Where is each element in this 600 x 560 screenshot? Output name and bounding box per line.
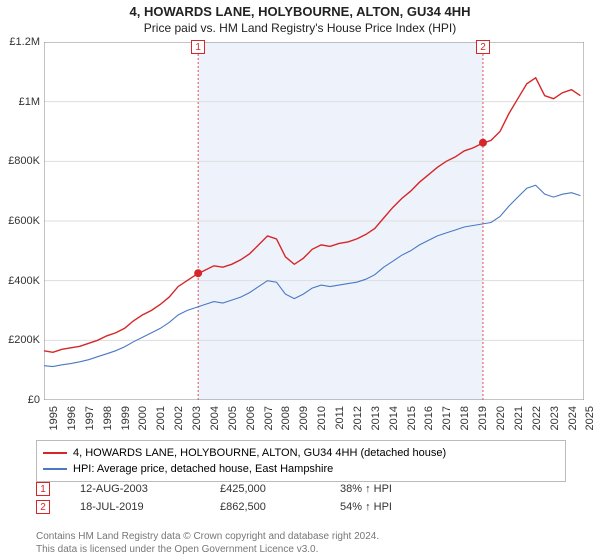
x-tick-label: 2023 xyxy=(549,406,561,430)
x-tick-label: 2001 xyxy=(155,406,167,430)
annotation-price: £862,500 xyxy=(220,501,310,513)
annotation-row: 2 18-JUL-2019 £862,500 54% ↑ HPI xyxy=(36,498,392,516)
x-tick-label: 2019 xyxy=(477,406,489,430)
x-tick-label: 2014 xyxy=(388,406,400,430)
x-tick-label: 1998 xyxy=(102,406,114,430)
x-tick-label: 2002 xyxy=(173,406,185,430)
x-tick-label: 2009 xyxy=(298,406,310,430)
chart-subtitle: Price paid vs. HM Land Registry's House … xyxy=(0,19,600,39)
x-tick-label: 2010 xyxy=(316,406,328,430)
legend-item: 4, HOWARDS LANE, HOLYBOURNE, ALTON, GU34… xyxy=(43,445,559,461)
y-tick-label: £800K xyxy=(0,155,40,167)
footer-text: Contains HM Land Registry data © Crown c… xyxy=(36,531,379,556)
legend-swatch xyxy=(43,468,67,470)
annotation-marker: 1 xyxy=(36,482,50,496)
chart-plot-area: 12 xyxy=(44,42,584,400)
x-tick-label: 2024 xyxy=(567,406,579,430)
legend-item: HPI: Average price, detached house, East… xyxy=(43,461,559,477)
y-tick-label: £400K xyxy=(0,275,40,287)
x-tick-label: 1996 xyxy=(66,406,78,430)
x-tick-label: 2017 xyxy=(441,406,453,430)
x-tick-label: 2016 xyxy=(423,406,435,430)
x-tick-label: 2015 xyxy=(406,406,418,430)
x-tick-label: 2006 xyxy=(245,406,257,430)
chart-marker-2: 2 xyxy=(476,40,490,54)
annotation-delta: 54% ↑ HPI xyxy=(340,501,392,513)
x-tick-label: 2007 xyxy=(263,406,275,430)
x-tick-label: 1999 xyxy=(120,406,132,430)
x-tick-label: 1995 xyxy=(48,406,60,430)
legend-swatch xyxy=(43,452,67,454)
chart-svg xyxy=(44,42,584,400)
annotation-date: 12-AUG-2003 xyxy=(80,483,190,495)
legend-box: 4, HOWARDS LANE, HOLYBOURNE, ALTON, GU34… xyxy=(36,440,566,482)
x-tick-label: 2021 xyxy=(513,406,525,430)
x-tick-label: 2012 xyxy=(352,406,364,430)
x-tick-label: 2000 xyxy=(137,406,149,430)
y-tick-label: £0 xyxy=(0,394,40,406)
footer-line-1: Contains HM Land Registry data © Crown c… xyxy=(36,531,379,544)
annotation-row: 1 12-AUG-2003 £425,000 38% ↑ HPI xyxy=(36,480,392,498)
y-tick-label: £600K xyxy=(0,215,40,227)
y-tick-label: £1M xyxy=(0,96,40,108)
x-tick-label: 2022 xyxy=(531,406,543,430)
x-tick-label: 2003 xyxy=(191,406,203,430)
legend-label: 4, HOWARDS LANE, HOLYBOURNE, ALTON, GU34… xyxy=(73,447,446,459)
chart-marker-1: 1 xyxy=(191,40,205,54)
x-tick-label: 2011 xyxy=(334,406,346,430)
x-tick-label: 1997 xyxy=(84,406,96,430)
x-tick-label: 2013 xyxy=(370,406,382,430)
y-tick-label: £200K xyxy=(0,334,40,346)
footer-line-2: This data is licensed under the Open Gov… xyxy=(36,544,379,557)
annotation-delta: 38% ↑ HPI xyxy=(340,483,392,495)
chart-title: 4, HOWARDS LANE, HOLYBOURNE, ALTON, GU34… xyxy=(0,0,600,19)
annotations-table: 1 12-AUG-2003 £425,000 38% ↑ HPI 2 18-JUL-201… xyxy=(36,480,392,516)
x-tick-label: 2005 xyxy=(227,406,239,430)
x-tick-label: 2025 xyxy=(584,406,596,430)
x-tick-label: 2018 xyxy=(459,406,471,430)
x-tick-label: 2008 xyxy=(280,406,292,430)
legend-label: HPI: Average price, detached house, East… xyxy=(73,463,333,475)
annotation-marker: 2 xyxy=(36,500,50,514)
x-tick-label: 2020 xyxy=(495,406,507,430)
y-tick-label: £1.2M xyxy=(0,36,40,48)
x-tick-label: 2004 xyxy=(209,406,221,430)
annotation-date: 18-JUL-2019 xyxy=(80,501,190,513)
annotation-price: £425,000 xyxy=(220,483,310,495)
